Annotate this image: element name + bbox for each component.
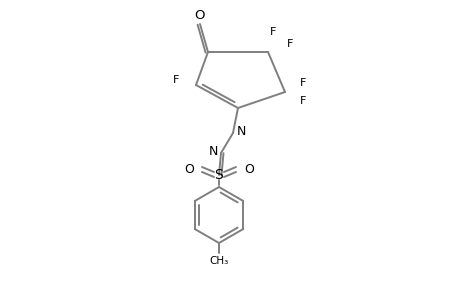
Text: N: N [208, 145, 217, 158]
Text: N: N [236, 124, 245, 137]
Text: O: O [244, 163, 253, 176]
Text: F: F [299, 96, 306, 106]
Text: F: F [173, 75, 179, 85]
Text: O: O [194, 8, 205, 22]
Text: CH₃: CH₃ [209, 256, 228, 266]
Text: F: F [299, 78, 306, 88]
Text: O: O [184, 163, 194, 176]
Text: F: F [286, 39, 292, 49]
Text: F: F [269, 27, 275, 37]
Text: S: S [214, 168, 223, 182]
